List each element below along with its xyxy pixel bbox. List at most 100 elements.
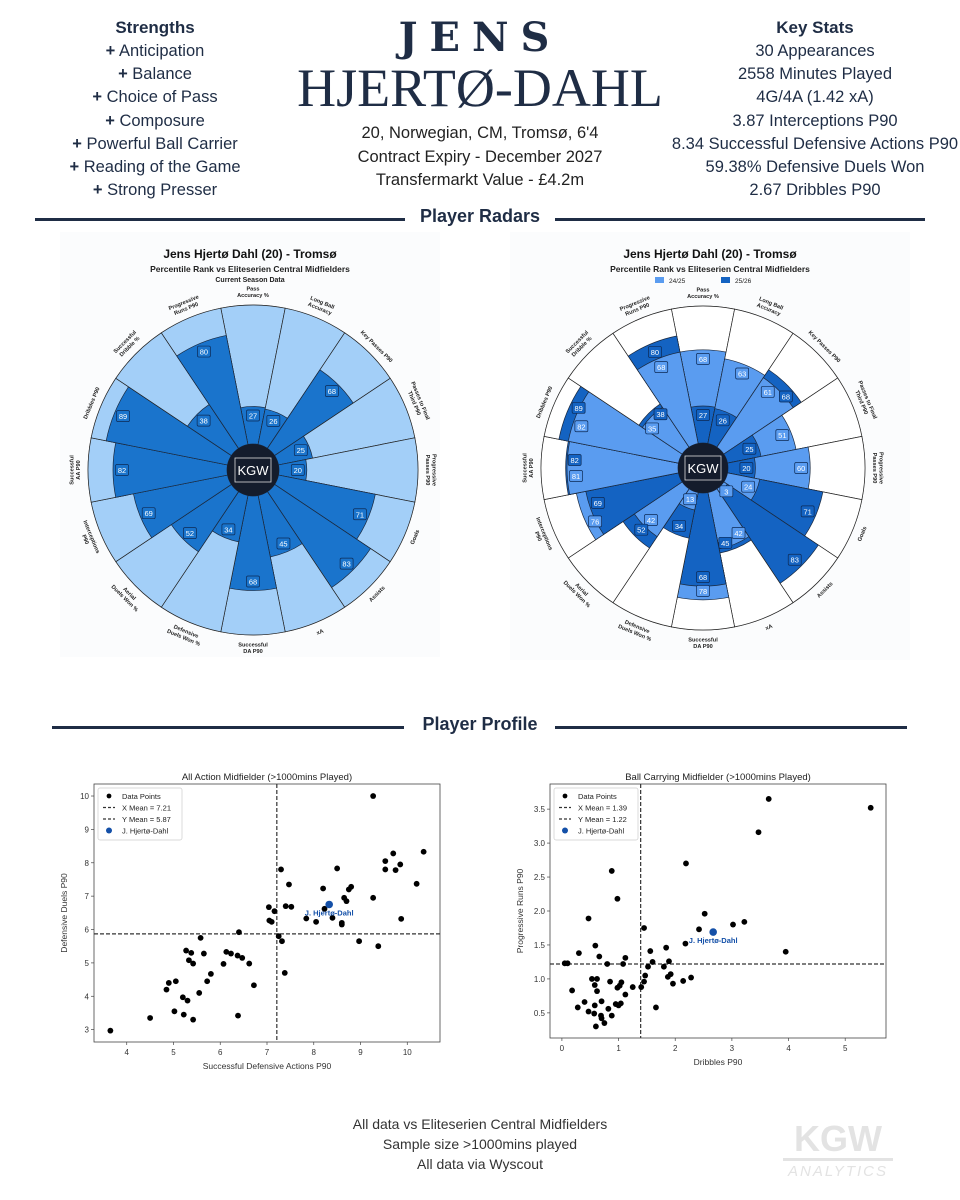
data-point: [608, 1012, 615, 1019]
data-point: [585, 1008, 592, 1015]
x-tick-label: 3: [730, 1044, 735, 1053]
radar-category-label: ProgressivePasses P90: [424, 454, 437, 486]
value-label-box: [696, 409, 710, 421]
radar-value-label: 45: [718, 536, 733, 549]
data-point: [589, 976, 595, 982]
x-tick-label: 5: [171, 1048, 176, 1057]
radar-value-label: 25: [293, 444, 308, 457]
value-label-box: [634, 523, 649, 536]
x-tick-label: 10: [403, 1048, 412, 1057]
value-label-box: [141, 507, 156, 520]
legend-box: [97, 787, 183, 841]
legend-box: [553, 787, 639, 841]
data-point: [564, 960, 571, 967]
data-point: [667, 971, 674, 978]
radar-title: Jens Hjertø Dahl (20) - Tromsø: [623, 247, 797, 261]
data-point: [179, 994, 186, 1001]
key-stat-item: 2.67 Dribbles P90: [749, 181, 881, 200]
data-point: [165, 980, 172, 986]
y-tick-label: 3.0: [534, 839, 546, 848]
x-tick-label: 4: [125, 1048, 130, 1057]
radar-value-label: 89: [116, 410, 130, 423]
data-point: [236, 929, 242, 936]
data-point: [663, 944, 670, 951]
radar-value-label: 13: [683, 493, 697, 506]
value-label-text: 42: [647, 516, 655, 525]
plus-icon: +: [72, 134, 82, 153]
kgw-logo-text: KGW: [687, 461, 719, 476]
scatter-title: Ball Carrying Midfielder (>1000mins Play…: [625, 772, 811, 783]
radar-value-label: 83: [339, 557, 354, 570]
kgw-logo-frame: [684, 455, 722, 481]
value-label-box: [588, 515, 602, 528]
data-point: [592, 942, 599, 949]
data-point: [622, 991, 629, 998]
data-point: [645, 963, 651, 970]
radar-category-label: Pass Accuracy %: [237, 287, 269, 300]
data-point: [591, 982, 598, 988]
x-tick-label: 0: [560, 1044, 565, 1053]
data-point: [207, 971, 214, 977]
radar-value-label: 71: [353, 508, 367, 521]
data-point: [629, 984, 636, 990]
data-point: [591, 1010, 598, 1017]
key-stat-item: 59.38% Defensive Duels Won: [705, 158, 925, 177]
radar-value-label: 27: [696, 409, 710, 421]
y-tick-label: 2.5: [534, 873, 546, 882]
y-tick-label: 7: [85, 892, 90, 901]
value-label-box: [775, 429, 790, 441]
radar-category-label-line: Accuracy %: [237, 293, 269, 299]
value-label-text: 25: [297, 446, 305, 455]
value-label-text: 80: [651, 348, 659, 357]
value-label-text: 26: [269, 417, 277, 426]
data-point: [320, 885, 327, 892]
data-point: [581, 999, 588, 1005]
strength-label: Strong Presser: [107, 181, 218, 200]
value-label-box: [672, 519, 686, 532]
value-label-box: [293, 444, 308, 457]
data-point: [282, 903, 289, 910]
plus-icon: +: [92, 181, 103, 200]
value-label-box: [735, 367, 750, 380]
scatter-legend: Data Points X Mean = 1.39 Y Mean = 1.22 J. …: [553, 787, 639, 841]
radar-title: Jens Hjertø Dahl (20) - Tromsø: [163, 247, 337, 261]
radar-value-label: 68: [778, 390, 793, 403]
radar-value-label: 82: [567, 454, 582, 466]
value-label-text: 38: [199, 417, 207, 426]
value-label-text: 61: [764, 388, 772, 397]
legend-label: Data Points: [578, 792, 617, 801]
strength-item: + Anticipation: [40, 40, 270, 63]
data-point: [288, 903, 295, 910]
radar-value-label: 61: [760, 386, 775, 398]
radar-value-label: 82: [115, 464, 129, 476]
value-label-box: [590, 497, 605, 509]
radar-value-label: 80: [648, 346, 662, 358]
watermark-main: KGW: [794, 1118, 882, 1159]
legend-swatch: [721, 277, 730, 283]
legend-label: Y Mean = 5.87: [122, 815, 171, 824]
value-label-text: 52: [186, 529, 194, 538]
x-axis-label: Dribbles P90: [694, 1057, 743, 1067]
data-point: [382, 858, 389, 864]
radar-value-label: 89: [571, 401, 586, 414]
radar-value-label: 71: [800, 505, 815, 518]
y-tick-label: 10: [80, 792, 89, 801]
radar-category-label-line: DA P90: [693, 644, 712, 650]
data-point: [574, 1004, 581, 1011]
y-tick-label: 4: [85, 992, 90, 1001]
value-label-box: [683, 493, 697, 506]
value-label-text: 83: [791, 556, 799, 565]
radar-value-label: 38: [196, 414, 211, 427]
player-last-name: HJERTØ-DAHL: [297, 58, 663, 118]
radar-value-label: 60: [794, 462, 809, 474]
strength-label: Anticipation: [119, 42, 205, 60]
data-point: [251, 982, 257, 989]
player-value: Transfermarkt Value - £4.2m: [375, 171, 585, 189]
value-label-box: [654, 361, 669, 373]
radar-subtitle: Percentile Rank vs Eliteserien Central M…: [150, 264, 350, 274]
legend-marker-player: [106, 827, 112, 834]
radar-value-label: 26: [715, 414, 730, 427]
data-point: [107, 1027, 114, 1034]
value-label-box: [115, 464, 129, 476]
radar-chart-season-comparison: Jens Hjertø Dahl (20) - Tromsø Percentile…: [510, 232, 910, 660]
